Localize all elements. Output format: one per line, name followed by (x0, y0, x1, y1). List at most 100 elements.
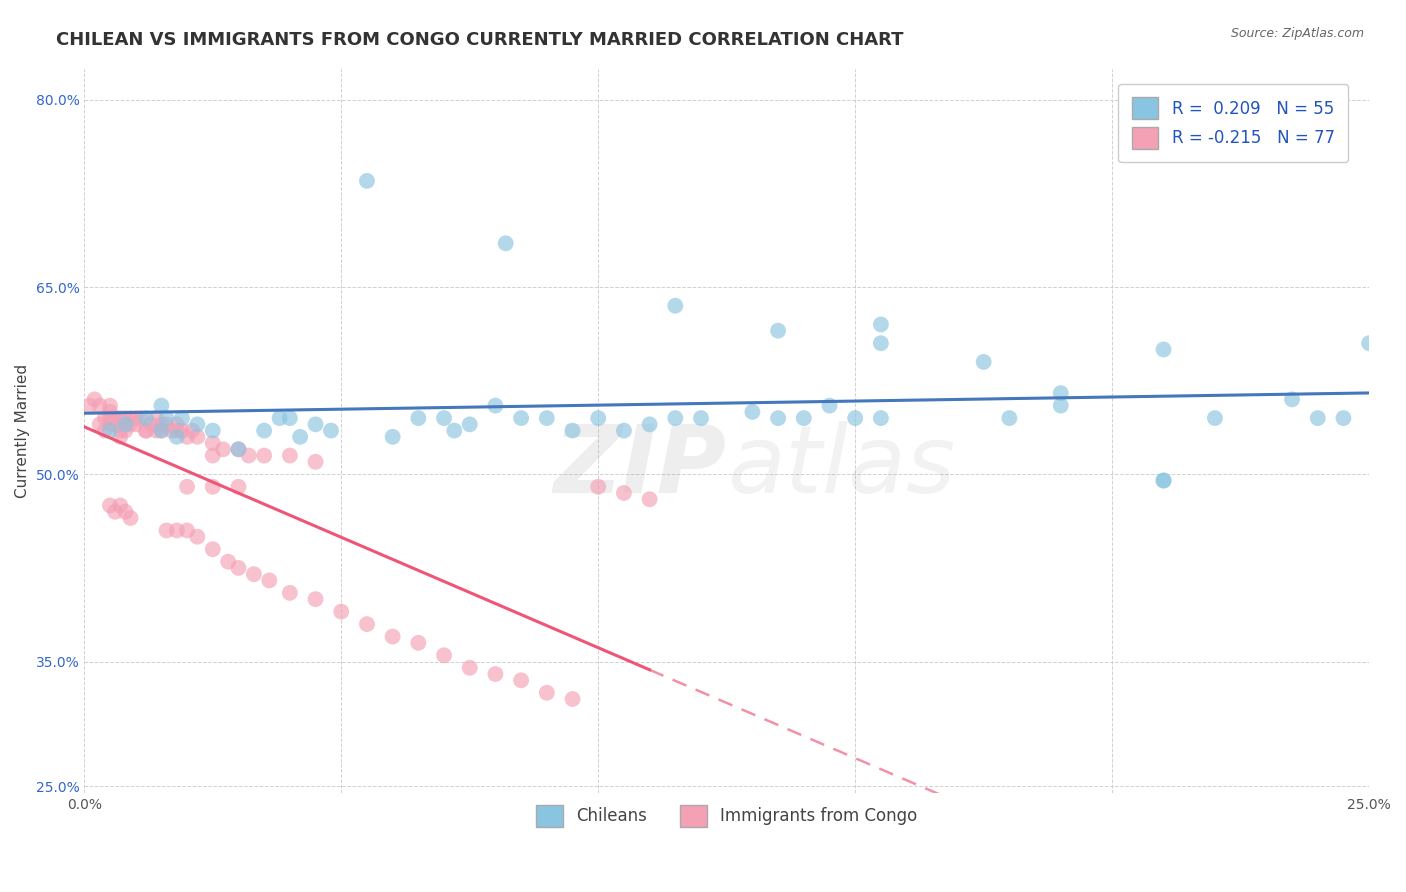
Point (278, 411, 301, 425)
Point (304, 592, 326, 607)
Point (870, 336, 893, 351)
Point (1331, 411, 1354, 425)
Point (870, 411, 893, 425)
Point (135, 424, 157, 438)
Point (120, 511, 142, 525)
Point (228, 561, 250, 575)
Point (766, 324, 789, 338)
Point (844, 411, 866, 425)
Point (155, 524, 177, 538)
Point (104, 411, 127, 425)
Point (443, 424, 465, 438)
Point (1204, 411, 1226, 425)
Point (510, 411, 533, 425)
Point (201, 436, 224, 450)
Point (176, 524, 198, 538)
Point (79, 399, 101, 413)
Point (561, 692, 583, 706)
Point (186, 417, 208, 432)
Point (793, 411, 815, 425)
Point (510, 673, 533, 688)
Point (1049, 399, 1071, 413)
Point (536, 686, 558, 700)
Point (125, 411, 148, 425)
Point (433, 411, 456, 425)
Point (98, 399, 121, 413)
Point (120, 417, 142, 432)
Point (1281, 392, 1303, 407)
Point (613, 486, 636, 500)
Point (998, 411, 1021, 425)
Point (253, 449, 276, 463)
Point (125, 417, 148, 432)
Point (253, 424, 276, 438)
Point (150, 417, 173, 432)
Point (408, 636, 430, 650)
Point (278, 586, 301, 600)
Point (818, 399, 841, 413)
Point (356, 174, 378, 188)
Point (238, 449, 260, 463)
Point (155, 411, 177, 425)
Point (1049, 386, 1071, 401)
Point (561, 424, 583, 438)
Point (278, 449, 301, 463)
Point (304, 417, 326, 432)
Point (114, 411, 136, 425)
Point (166, 430, 188, 444)
Point (166, 424, 188, 438)
Point (201, 480, 224, 494)
Point (243, 567, 266, 582)
Point (114, 417, 136, 432)
Point (228, 442, 250, 457)
Point (135, 424, 157, 438)
Y-axis label: Currently Married: Currently Married (15, 364, 30, 498)
Point (586, 411, 609, 425)
Point (135, 411, 157, 425)
Point (98, 411, 121, 425)
Point (166, 524, 188, 538)
Point (170, 424, 193, 438)
Point (94, 424, 117, 438)
Point (613, 424, 636, 438)
Point (319, 424, 342, 438)
Point (1358, 336, 1381, 351)
Point (150, 424, 173, 438)
Point (495, 236, 517, 251)
Point (217, 555, 239, 569)
Point (89, 399, 111, 413)
Point (110, 430, 132, 444)
Point (288, 430, 311, 444)
Point (741, 405, 763, 419)
Text: ZIP: ZIP (554, 421, 727, 513)
Point (201, 424, 224, 438)
Point (433, 648, 456, 663)
Point (484, 667, 506, 681)
Point (166, 417, 188, 432)
Point (201, 449, 224, 463)
Point (228, 480, 250, 494)
Point (110, 499, 132, 513)
Point (155, 417, 177, 432)
Point (98, 424, 121, 438)
Point (1153, 474, 1175, 488)
Point (330, 605, 353, 619)
Point (766, 411, 789, 425)
Point (356, 617, 378, 632)
Point (89, 417, 111, 432)
Point (381, 630, 404, 644)
Point (94, 411, 117, 425)
Point (638, 492, 661, 507)
Point (98, 405, 121, 419)
Point (664, 411, 686, 425)
Point (1153, 343, 1175, 357)
Point (484, 399, 506, 413)
Text: Source: ZipAtlas.com: Source: ZipAtlas.com (1230, 27, 1364, 40)
Point (201, 542, 224, 557)
Point (160, 424, 183, 438)
Point (870, 318, 893, 332)
Point (114, 505, 136, 519)
Point (110, 411, 132, 425)
Point (186, 530, 208, 544)
Point (269, 411, 291, 425)
